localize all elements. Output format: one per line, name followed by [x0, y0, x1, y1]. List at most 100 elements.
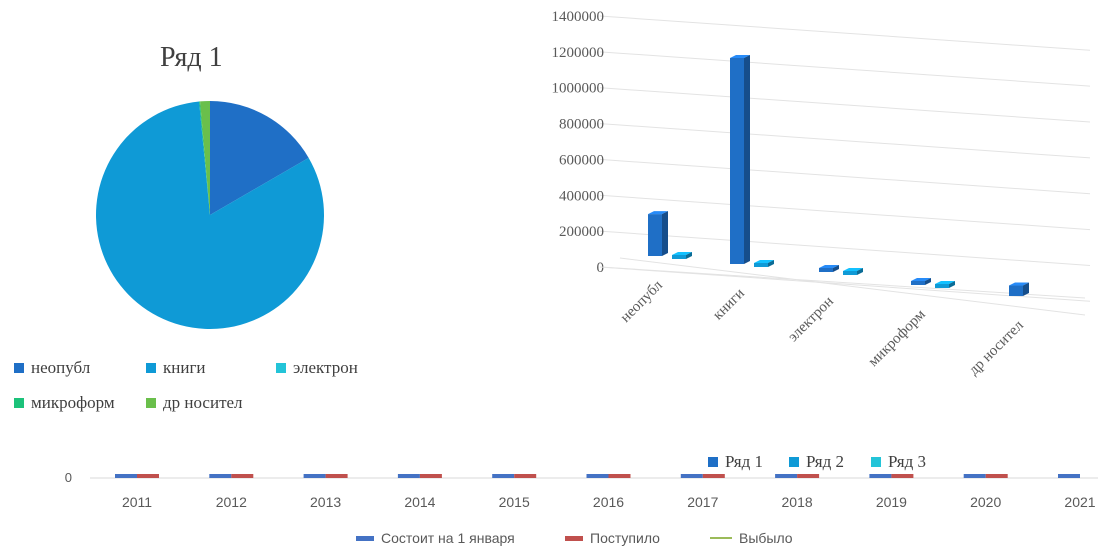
year-bar-postupilo [514, 474, 537, 478]
year-bar-sostoit [680, 474, 703, 478]
bar3d-floor [599, 257, 1086, 316]
bar3d-bar-side [949, 281, 955, 288]
bar3d-bar-top [911, 278, 931, 281]
year-x-tick-label: 2014 [404, 494, 435, 510]
pie-chart-title: Ряд 1 [160, 42, 223, 73]
legend-swatch [276, 363, 286, 373]
legend-label: Ряд 1 [725, 452, 764, 471]
year-x-tick-label: 2020 [970, 494, 1001, 510]
legend-swatch [14, 363, 24, 373]
year-bar-sostoit [963, 474, 986, 478]
legend-swatch [710, 537, 732, 539]
bar3d-bar [843, 271, 857, 275]
bar3d-y-tick-label: 200000 [559, 224, 604, 240]
year-bar-sostoit [1058, 474, 1080, 478]
bar3d-bar [935, 284, 949, 288]
legend-swatch [14, 398, 24, 408]
pie-legend-item-knigi: книги [146, 358, 206, 378]
bar3d-bar [730, 58, 744, 264]
bar3d-y-tick-label: 400000 [559, 188, 604, 204]
bar3d-bar-top [1009, 282, 1029, 286]
year-bar-postupilo [702, 474, 725, 478]
year-bar-sostoit [397, 474, 420, 478]
legend-label: Ряд 2 [806, 452, 845, 471]
bar3d-gridline [599, 123, 1091, 159]
legend-label: Поступило [590, 530, 660, 546]
year-x-tick-label: 2018 [782, 494, 813, 510]
bar3d-bar-top [648, 211, 668, 215]
bar3d-bar [911, 281, 925, 285]
bar3d-gridline [599, 230, 1091, 266]
pie-legend-item-mikroform: микроформ [14, 393, 115, 413]
year-x-tick-label: 2019 [876, 494, 907, 510]
year-y-tick-label: 0 [65, 470, 72, 485]
year-legend-item-vybylo: Выбыло [710, 530, 793, 546]
year-bar-postupilo [608, 474, 631, 478]
year-bar-postupilo [985, 474, 1008, 478]
bar-legend-item-series-1: Ряд 1 [708, 452, 763, 472]
bar3d-bar-side [744, 55, 750, 264]
bar3d-y-tick-label: 0 [597, 260, 605, 276]
year-bar-sostoit [586, 474, 609, 478]
legend-label: электрон [293, 358, 358, 377]
year-legend-item-postupilo: Поступило [565, 530, 660, 546]
year-bar-sostoit [775, 474, 798, 478]
legend-swatch [146, 363, 156, 373]
bar3d-bar-top [754, 260, 774, 263]
year-x-tick-label: 2015 [499, 494, 530, 510]
legend-swatch [789, 457, 799, 467]
bar3d-gridline [599, 158, 1091, 195]
year-bar-sostoit [303, 474, 326, 478]
year-x-tick-label: 2011 [122, 494, 152, 510]
year-bar-postupilo [137, 474, 159, 478]
bar3d-bar [754, 263, 768, 267]
year-bar-sostoit [115, 474, 137, 478]
legend-label: Ряд 3 [888, 452, 927, 471]
year-x-tick-label: 2013 [310, 494, 341, 510]
legend-label: микроформ [31, 393, 115, 412]
year-x-tick-label: 2021 [1064, 494, 1095, 510]
bar3d-y-tick-label: 1400000 [552, 9, 605, 25]
bar3d-bar-side [662, 211, 668, 256]
legend-swatch [708, 457, 718, 467]
legend-label: Состоит на 1 января [381, 530, 515, 546]
bar3d-bar-side [833, 265, 839, 272]
bar3d-bar-side [686, 252, 692, 259]
bar3d-gridline [599, 15, 1091, 51]
legend-swatch [565, 535, 583, 541]
bar3d-bar-top [672, 252, 692, 255]
legend-swatch [356, 535, 374, 541]
bar3d-bar-side [925, 278, 931, 285]
year-x-tick-label: 2016 [593, 494, 624, 510]
bar3d-gridline [599, 87, 1091, 123]
pie-legend-item-elektron: электрон [276, 358, 358, 378]
bar3d-bar-top [843, 268, 863, 271]
bar-legend-item-series-2: Ряд 2 [789, 452, 844, 472]
bar3d-y-tick-label: 800000 [559, 117, 604, 133]
legend-swatch [146, 398, 156, 408]
bar3d-bar-top [935, 281, 955, 284]
bar3d-bar [819, 268, 833, 272]
legend-label: неопубл [31, 358, 91, 377]
legend-swatch [871, 457, 881, 467]
bar3d-bar-top [819, 265, 839, 268]
year-x-tick-label: 2017 [687, 494, 718, 510]
bar3d-bar-side [768, 260, 774, 267]
bar3d-y-tick-label: 1000000 [552, 81, 605, 97]
legend-label: книги [163, 358, 206, 377]
year-bar-sostoit [869, 474, 892, 478]
legend-label: Выбыло [739, 530, 793, 546]
bar3d-y-tick-label: 600000 [559, 152, 604, 168]
legend-label: др носител [163, 393, 243, 412]
year-bar-postupilo [797, 474, 820, 478]
bar3d-bar-top [730, 55, 750, 58]
bar3d-gridline [599, 194, 1091, 231]
year-bar-sostoit [209, 474, 232, 478]
year-x-tick-label: 2012 [216, 494, 247, 510]
bar3d-bar [648, 214, 662, 256]
year-bar-postupilo [419, 474, 442, 478]
bar3d-bar-side [1023, 282, 1029, 296]
year-bar-sostoit [492, 474, 515, 478]
